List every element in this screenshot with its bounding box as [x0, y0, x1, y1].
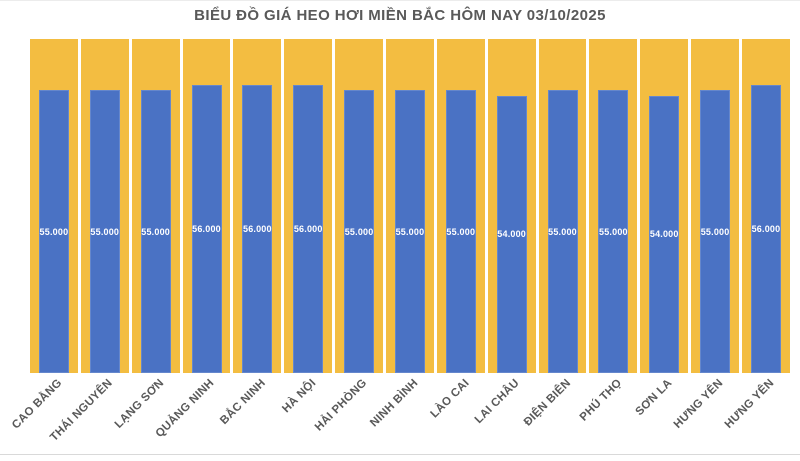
bar-value-label: 54.000: [649, 229, 679, 240]
bar-value-label: 55.000: [39, 226, 69, 237]
bar: 54.000: [649, 95, 680, 373]
x-axis-label: NINH BÌNH: [368, 377, 421, 430]
x-axis-label: LÀO CAI: [427, 377, 472, 421]
bar: 55.000: [598, 90, 629, 373]
bar: 55.000: [140, 90, 171, 373]
x-axis-label: BẮC NINH: [217, 377, 268, 427]
bar-column: 56.000: [742, 39, 790, 373]
bar: 55.000: [89, 90, 120, 373]
bar-column: 55.000: [589, 39, 638, 373]
x-axis-label: PHÚ THỌ: [577, 377, 624, 424]
bar: 55.000: [394, 90, 425, 373]
bar: 55.000: [445, 90, 476, 373]
x-axis-label: LAI CHÂU: [473, 377, 523, 427]
bar-value-label: 55.000: [599, 226, 628, 237]
x-axis-label: CAO BẰNG: [9, 377, 65, 432]
bar-column: 56.000: [182, 39, 231, 373]
x-axis-label: HÀ NỘI: [280, 377, 319, 416]
bar-value-label: 56.000: [293, 224, 323, 235]
bar-value-label: 54.000: [497, 229, 527, 240]
bar-column: 55.000: [386, 39, 434, 373]
x-axis: CAO BẰNG THÁI NGUYÊN LẠNG SƠN QUẢNG NINH BẮC…: [10, 377, 790, 455]
bar-value-label: 55.000: [344, 226, 374, 237]
bar-column: 54.000: [640, 39, 689, 373]
bar-value-label: 55.000: [548, 226, 577, 237]
bar-value-label: 55.000: [395, 226, 425, 237]
bar-value-label: 55.000: [90, 226, 120, 237]
x-axis-label: HƯNG YÊN: [722, 377, 777, 431]
bar: 56.000: [750, 85, 781, 373]
bar-column: 55.000: [131, 39, 180, 373]
bar-column: 55.000: [80, 39, 129, 373]
bar-column: 55.000: [335, 39, 384, 373]
bar-value-label: 55.000: [700, 226, 730, 237]
bottom-divider: [0, 454, 800, 455]
chart-title: BIỂU ĐỒ GIÁ HEO HƠI MIỀN BẮC HÔM NAY 03/…: [194, 7, 606, 24]
bar: 55.000: [547, 90, 578, 373]
bar: 55.000: [700, 90, 731, 373]
bar-column: 55.000: [691, 39, 740, 373]
x-axis-label: SƠN LA: [633, 377, 675, 419]
bar-value-label: 56.000: [192, 224, 221, 235]
bar: 54.000: [496, 95, 527, 373]
x-axis-label: HƯNG YÊN: [671, 377, 726, 431]
bar-column: 55.000: [436, 39, 485, 373]
x-axis-label: HẢI PHÒNG: [313, 377, 370, 434]
bar-value-label: 56.000: [751, 224, 781, 235]
plot-area: 55.000 55.000 55.000 56.000 56.000 56.000 55.0…: [30, 39, 790, 373]
bar-column: 55.000: [538, 39, 587, 373]
bar-column: 56.000: [284, 39, 333, 373]
x-axis-label: ĐIỆN BIÊN: [521, 377, 574, 429]
bar: 55.000: [344, 90, 375, 373]
bar: 56.000: [293, 85, 324, 373]
bar-column: 54.000: [487, 39, 536, 373]
bar-value-label: 55.000: [141, 226, 170, 237]
x-axis-label: LẠNG SƠN: [112, 377, 167, 431]
bar-column: 56.000: [233, 39, 282, 373]
bar: 56.000: [191, 85, 222, 373]
bar: 55.000: [38, 90, 69, 373]
bar-column: 55.000: [30, 39, 78, 373]
bar-value-label: 56.000: [242, 224, 272, 235]
bar-value-label: 55.000: [446, 226, 476, 237]
bar: 56.000: [242, 85, 273, 373]
